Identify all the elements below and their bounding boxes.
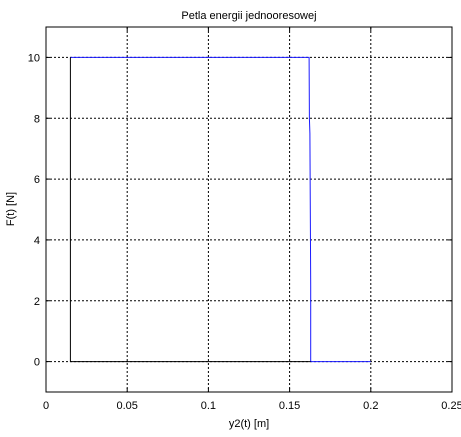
- series-layer: [69, 56, 371, 363]
- x-tick-label: 0.1: [201, 400, 216, 412]
- x-tick-label: 0.2: [363, 400, 378, 412]
- series-line-2: [69, 57, 311, 363]
- plot-frame: [45, 26, 453, 393]
- plot-area: [46, 27, 452, 392]
- y-tick-label: 8: [34, 113, 40, 125]
- x-tick-label: 0.15: [279, 400, 300, 412]
- y-tick-label: 6: [34, 174, 40, 186]
- y-tick-label: 10: [28, 52, 40, 64]
- x-tick-label: 0.25: [441, 400, 461, 412]
- x-tick-label: 0.05: [116, 400, 137, 412]
- y-tick-label: 0: [34, 357, 40, 369]
- chart-title: Petla energii jednooresowej: [181, 10, 316, 22]
- y-tick-label: 4: [34, 235, 40, 247]
- y-tick-label: 2: [34, 296, 40, 308]
- x-axis-label: y2(t) [m]: [229, 418, 269, 430]
- ticks: 0 0.05 0.1 0.15 0.2 0.25 0 2 4 6 8 10: [28, 27, 461, 412]
- y-axis-label: F(t) [N]: [5, 192, 17, 226]
- grid: [46, 27, 452, 392]
- x-tick-label: 0: [43, 400, 49, 412]
